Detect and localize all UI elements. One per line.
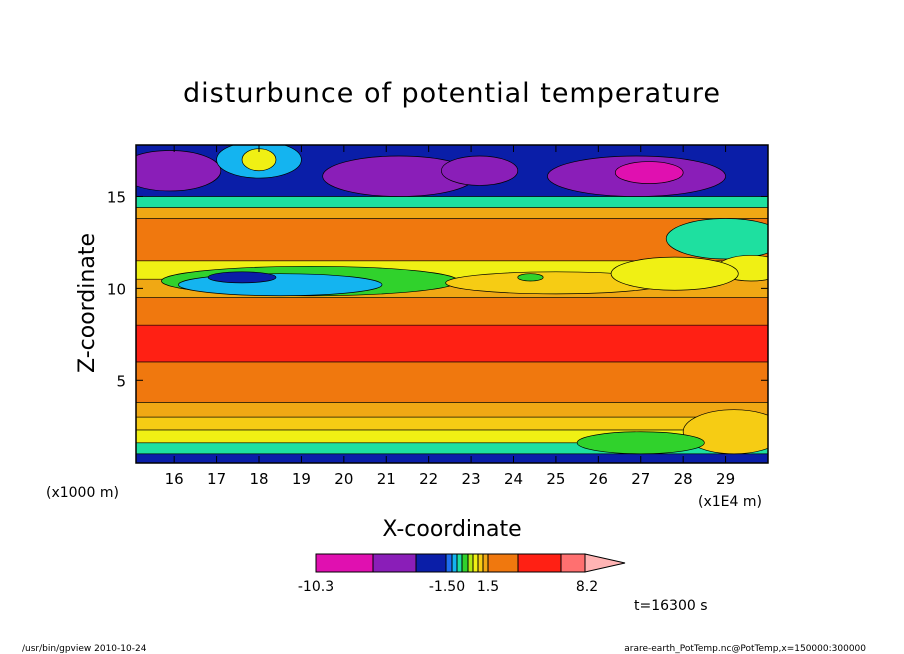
colorbar-segment (472, 553, 479, 573)
contour-region (517, 273, 544, 282)
plot-frame (135, 144, 769, 464)
contour-region (610, 256, 739, 291)
contour-band (136, 207, 768, 219)
colorbar-label-neg: -1.50 (429, 579, 465, 595)
y-tick-label: 10 (107, 280, 126, 298)
y-axis-ticks: 5 10 15 (107, 188, 768, 390)
colorbar-label-pos: 1.5 (477, 579, 499, 595)
contour-band (136, 297, 768, 326)
x-tick-label: 19 (292, 470, 311, 488)
colorbar-segment (461, 553, 469, 573)
colorbar-segment (415, 553, 447, 573)
x-tick-label: 17 (207, 470, 226, 488)
colorbar-label-min: -10.3 (298, 579, 334, 595)
plot-area (135, 144, 769, 464)
contour-region (665, 218, 768, 260)
colorbar-segment (315, 553, 374, 573)
y-tick-label: 5 (116, 372, 126, 390)
x-tick-label: 16 (165, 470, 184, 488)
colorbar-labels: -10.3 -1.50 1.5 8.2 (298, 579, 598, 595)
contour-band (136, 402, 768, 418)
colorbar-arrow (584, 553, 626, 573)
x-tick-label: 22 (419, 470, 438, 488)
colorbar-segment (445, 553, 453, 573)
footer-left: /usr/bin/gpview 2010-10-24 (22, 644, 147, 654)
x-tick-label: 18 (249, 470, 268, 488)
contour-band (136, 453, 768, 463)
contour-band (136, 361, 768, 403)
x-tick-label: 27 (631, 470, 650, 488)
chart-title: disturbunce of potential temperature (183, 78, 721, 109)
colorbar-segment (560, 553, 586, 573)
contour-region (614, 161, 684, 184)
x-tick-label: 24 (504, 470, 523, 488)
x-axis-ticks: 16 17 18 19 20 21 22 23 24 25 26 27 28 29 (165, 145, 735, 488)
contour-region (576, 431, 705, 455)
contour-band (136, 324, 768, 363)
colorbar-segment (482, 553, 489, 573)
colorbar-segment (517, 553, 562, 573)
x-tick-label: 28 (674, 470, 693, 488)
colorbar-label-max: 8.2 (576, 579, 598, 595)
y-tick-label: 15 (107, 188, 126, 206)
x-tick-label: 29 (716, 470, 735, 488)
x-tick-label: 26 (589, 470, 608, 488)
contour-band (136, 196, 768, 208)
time-label: t=16300 s (634, 598, 708, 614)
colorbar (315, 553, 626, 573)
x-tick-label: 23 (462, 470, 481, 488)
contour-band (136, 416, 768, 431)
y-axis-label: Z-coordinate (75, 233, 100, 373)
x-unit-left: (x1000 m) (46, 485, 119, 501)
x-tick-label: 25 (546, 470, 565, 488)
x-unit-right: (x1E4 m) (698, 494, 762, 510)
contour-region (441, 155, 519, 186)
colorbar-segment (477, 553, 484, 573)
x-axis-label: X-coordinate (382, 517, 521, 542)
x-tick-label: 21 (377, 470, 396, 488)
colorbar-segment (487, 553, 519, 573)
contour-field (136, 145, 768, 463)
colorbar-segment (456, 553, 463, 573)
colorbar-segment (467, 553, 474, 573)
colorbar-segment (372, 553, 417, 573)
footer-right: arare-earth_PotTemp.nc@PotTemp,x=150000:… (624, 644, 866, 654)
x-tick-label: 20 (334, 470, 353, 488)
contour-region (136, 150, 222, 192)
colorbar-segment (451, 553, 458, 573)
contour-region (207, 271, 277, 284)
